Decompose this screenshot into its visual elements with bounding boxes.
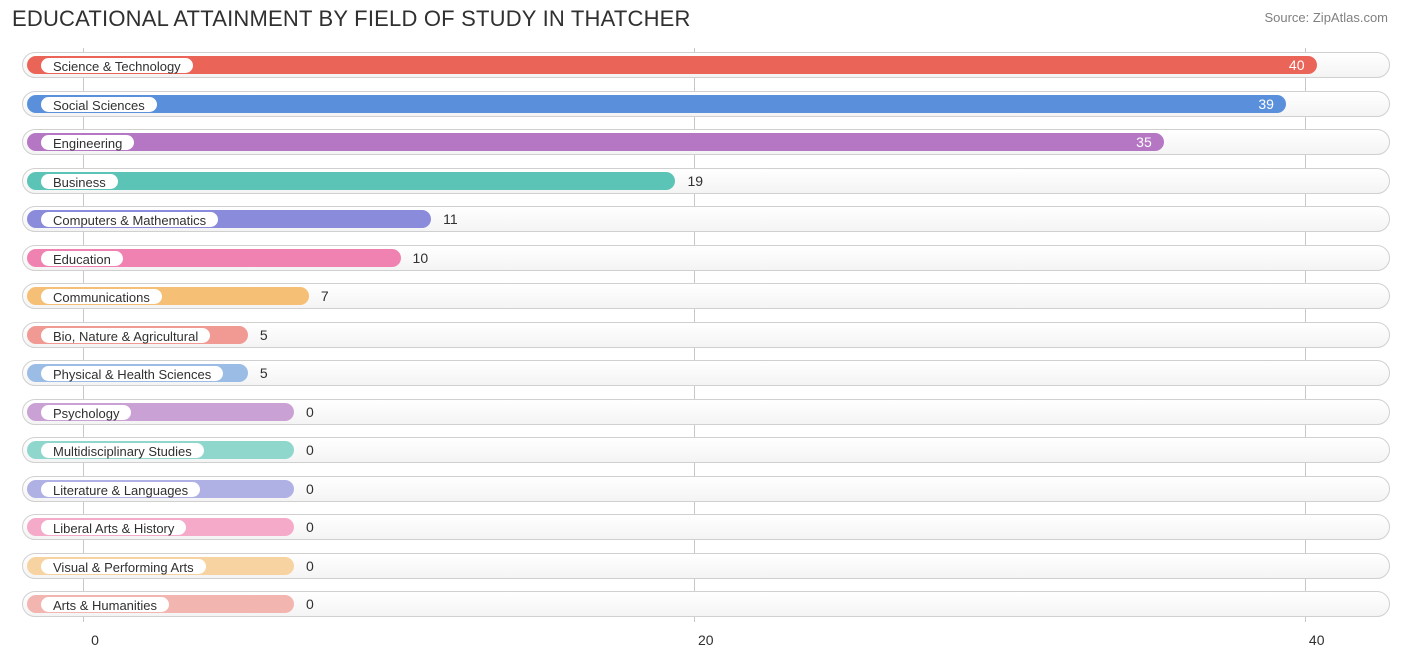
bar-value: 0: [306, 557, 314, 575]
bar-label-pill: Business: [40, 173, 119, 190]
bar-value: 5: [260, 326, 268, 344]
bar-label-pill: Multidisciplinary Studies: [40, 442, 205, 459]
bar-label-pill: Communications: [40, 288, 163, 305]
chart-row: 5 Physical & Health Sciences: [12, 356, 1394, 391]
bar-label-pill: Literature & Languages: [40, 481, 201, 498]
chart-row: 0 Liberal Arts & History: [12, 510, 1394, 545]
chart-row: 19 Business: [12, 164, 1394, 199]
bar: [27, 172, 675, 190]
bar-value: 0: [306, 403, 314, 421]
bar-value: 11: [443, 210, 458, 228]
bar: [27, 95, 1286, 113]
chart-row: 39 Social Sciences: [12, 87, 1394, 122]
x-axis-tick-label: 0: [91, 632, 99, 648]
bar-label-pill: Bio, Nature & Agricultural: [40, 327, 211, 344]
bar-value: 5: [260, 364, 268, 382]
chart-row: 0 Visual & Performing Arts: [12, 549, 1394, 584]
chart-area: 40Science & Technology39Social Sciences3…: [0, 48, 1406, 622]
bar-value: 39: [1258, 95, 1274, 113]
chart-header: EDUCATIONAL ATTAINMENT BY FIELD OF STUDY…: [0, 0, 1406, 32]
bar-value: 0: [306, 518, 314, 536]
bar-label-pill: Science & Technology: [40, 57, 194, 74]
chart-row: 7 Communications: [12, 279, 1394, 314]
bar-value: 40: [1289, 56, 1305, 74]
chart-row: 40 Science & Technology: [12, 48, 1394, 83]
bar-label-pill: Liberal Arts & History: [40, 519, 187, 536]
chart-row: 11 Computers & Mathematics: [12, 202, 1394, 237]
chart-row: 5 Bio, Nature & Agricultural: [12, 318, 1394, 353]
bar-label-pill: Computers & Mathematics: [40, 211, 219, 228]
bar-label-pill: Engineering: [40, 134, 135, 151]
x-axis: 0 20 40: [12, 626, 1394, 656]
bar-value: 10: [413, 249, 429, 267]
bar-value: 0: [306, 595, 314, 613]
bar-value: 7: [321, 287, 329, 305]
bar-label-pill: Education: [40, 250, 124, 267]
bar-value: 0: [306, 480, 314, 498]
bar: [27, 56, 1317, 74]
chart-source: Source: ZipAtlas.com: [1264, 6, 1388, 25]
bar-value: 19: [687, 172, 703, 190]
x-axis-tick-label: 40: [1309, 632, 1325, 648]
bar-value: 35: [1136, 133, 1152, 151]
bar-label-pill: Psychology: [40, 404, 132, 421]
chart-row: 0 Psychology: [12, 395, 1394, 430]
chart-title: EDUCATIONAL ATTAINMENT BY FIELD OF STUDY…: [12, 6, 691, 32]
chart-row: 0 Arts & Humanities: [12, 587, 1394, 622]
bar-label-pill: Visual & Performing Arts: [40, 558, 207, 575]
bar: [27, 133, 1164, 151]
x-axis-tick-label: 20: [698, 632, 714, 648]
bar-value: 0: [306, 441, 314, 459]
bar-label-pill: Arts & Humanities: [40, 596, 170, 613]
chart-row: 0 Literature & Languages: [12, 472, 1394, 507]
chart-row: 35 Engineering: [12, 125, 1394, 160]
rows-container: 40Science & Technology39Social Sciences3…: [12, 48, 1394, 622]
bar-label-pill: Social Sciences: [40, 96, 158, 113]
chart-row: 0 Multidisciplinary Studies: [12, 433, 1394, 468]
chart-row: 10 Education: [12, 241, 1394, 276]
bar-label-pill: Physical & Health Sciences: [40, 365, 224, 382]
